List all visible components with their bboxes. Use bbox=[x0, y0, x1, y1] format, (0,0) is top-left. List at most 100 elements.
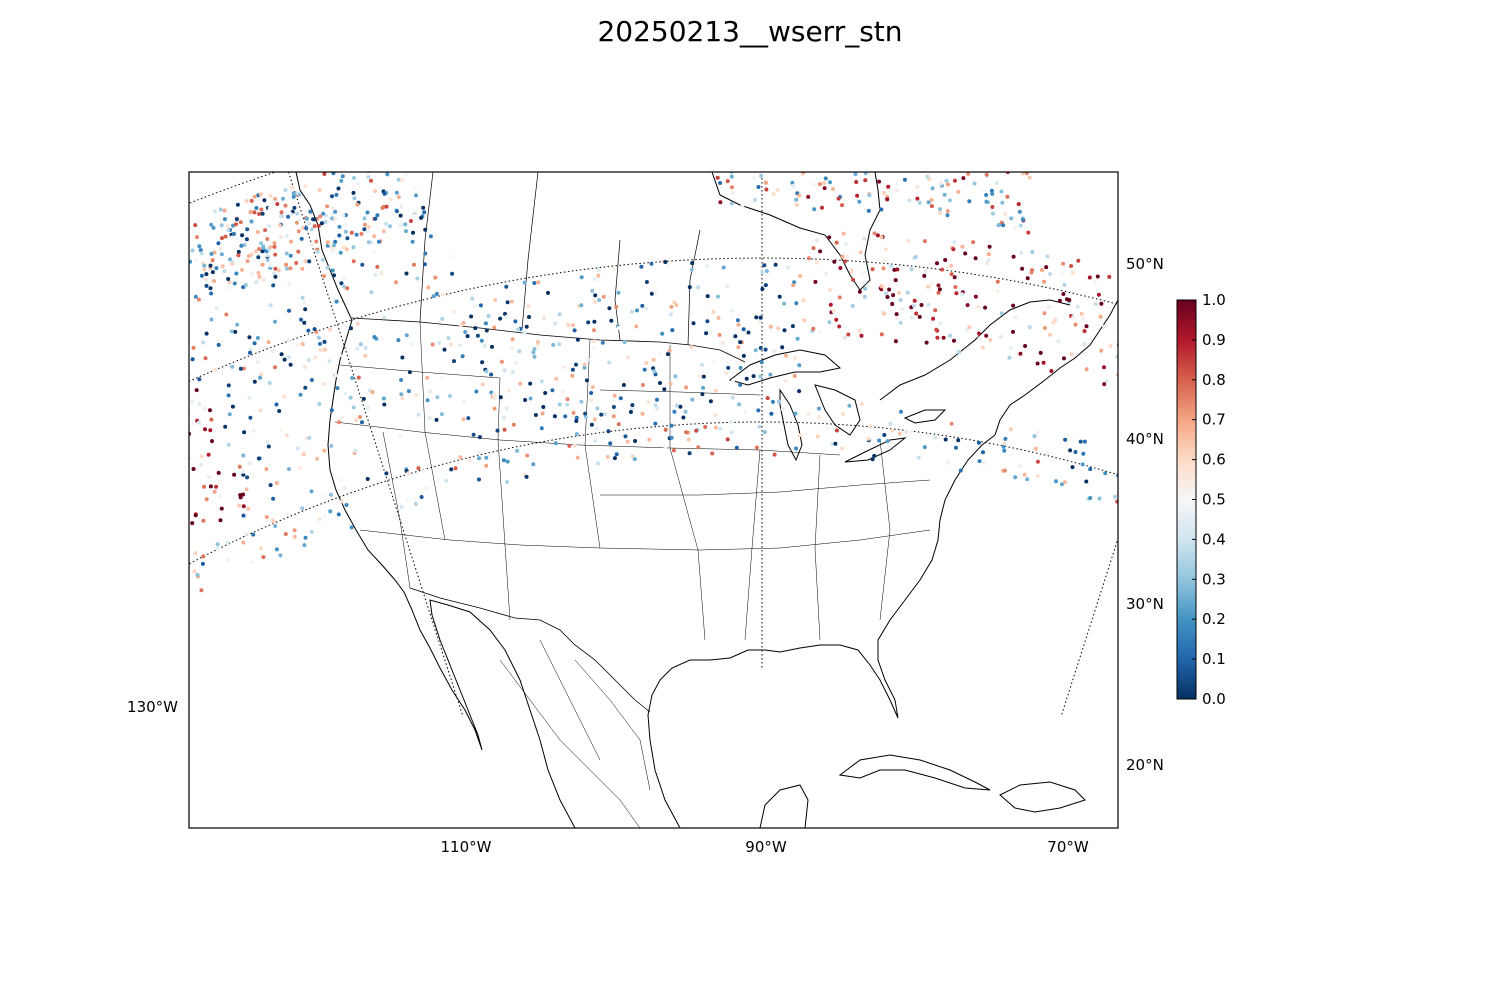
station-point bbox=[994, 106, 998, 110]
station-point bbox=[741, 327, 746, 332]
station-point bbox=[1134, 299, 1138, 303]
station-point bbox=[227, 412, 232, 417]
station-point bbox=[1010, 35, 1014, 39]
station-point bbox=[881, 266, 886, 271]
station-point bbox=[322, 274, 327, 279]
station-point bbox=[623, 80, 627, 84]
station-point bbox=[705, 106, 709, 110]
station-point bbox=[339, 477, 344, 482]
station-point bbox=[905, 290, 910, 295]
station-point bbox=[845, 168, 849, 172]
station-point bbox=[831, 142, 835, 146]
station-point bbox=[854, 180, 859, 184]
station-point bbox=[965, 82, 969, 86]
station-point bbox=[1087, 275, 1092, 280]
station-point bbox=[802, 69, 806, 73]
station-point bbox=[1146, 366, 1150, 370]
station-point bbox=[635, 308, 639, 313]
station-point bbox=[763, 283, 768, 288]
station-point bbox=[272, 241, 277, 246]
station-point bbox=[850, 304, 855, 308]
station-point bbox=[597, 100, 601, 104]
station-point bbox=[257, 274, 262, 279]
station-point bbox=[120, 355, 124, 359]
station-point bbox=[1004, 80, 1008, 84]
station-point bbox=[938, 100, 942, 104]
station-point bbox=[499, 359, 504, 364]
station-point bbox=[820, 112, 824, 116]
station-point bbox=[138, 558, 142, 562]
station-point bbox=[596, 461, 601, 466]
station-point bbox=[611, 414, 616, 419]
station-point bbox=[574, 419, 579, 423]
station-point bbox=[762, 430, 767, 434]
station-point bbox=[849, 128, 853, 132]
station-point bbox=[742, 155, 746, 159]
station-point bbox=[763, 347, 768, 352]
station-point bbox=[77, 463, 81, 467]
station-point bbox=[279, 210, 284, 215]
station-point bbox=[691, 57, 695, 61]
station-point bbox=[68, 428, 72, 432]
station-point bbox=[958, 23, 962, 27]
station-point bbox=[960, 66, 964, 70]
station-point bbox=[583, 411, 588, 416]
station-point bbox=[1143, 354, 1147, 358]
station-point bbox=[263, 228, 268, 233]
station-point bbox=[579, 95, 583, 99]
station-point bbox=[895, 181, 900, 186]
station-point bbox=[667, 348, 672, 353]
station-point bbox=[62, 414, 66, 418]
station-point bbox=[404, 166, 408, 170]
station-point bbox=[942, 34, 946, 38]
station-point bbox=[647, 437, 652, 442]
station-point bbox=[202, 263, 207, 268]
station-point bbox=[724, 371, 729, 376]
station-point bbox=[310, 242, 314, 247]
station-point bbox=[848, 148, 852, 152]
station-point bbox=[958, 37, 962, 41]
station-point bbox=[405, 497, 410, 502]
station-point bbox=[130, 539, 134, 543]
station-point bbox=[720, 340, 725, 345]
station-point bbox=[691, 113, 695, 117]
station-point bbox=[213, 209, 217, 214]
station-point bbox=[713, 413, 718, 418]
station-point bbox=[1035, 459, 1040, 464]
station-point bbox=[962, 36, 966, 40]
station-point bbox=[942, 192, 947, 197]
station-point bbox=[240, 267, 245, 272]
station-point bbox=[136, 356, 140, 360]
station-point bbox=[806, 411, 811, 416]
station-point bbox=[683, 47, 687, 51]
station-point bbox=[241, 492, 246, 497]
station-point bbox=[303, 259, 308, 264]
station-point bbox=[647, 109, 651, 113]
station-point bbox=[522, 330, 527, 335]
station-point bbox=[167, 570, 171, 574]
station-point bbox=[937, 123, 941, 127]
station-point bbox=[565, 397, 570, 402]
station-point bbox=[539, 117, 543, 121]
station-point bbox=[585, 110, 589, 114]
station-point bbox=[1000, 71, 1004, 75]
station-point bbox=[208, 484, 213, 489]
station-point bbox=[966, 128, 970, 132]
station-point bbox=[993, 127, 997, 131]
station-point bbox=[938, 211, 943, 216]
station-point bbox=[607, 360, 612, 365]
station-point bbox=[791, 183, 796, 188]
station-point bbox=[662, 126, 666, 130]
station-point bbox=[680, 86, 684, 90]
station-point bbox=[949, 272, 954, 277]
station-point bbox=[777, 68, 781, 72]
station-point bbox=[222, 217, 227, 222]
station-point bbox=[964, 88, 968, 92]
station-point bbox=[779, 120, 783, 124]
station-point bbox=[206, 452, 211, 457]
station-point bbox=[352, 196, 357, 201]
station-point bbox=[947, 39, 951, 43]
station-point bbox=[653, 372, 658, 377]
station-point bbox=[169, 552, 173, 556]
station-point bbox=[1042, 326, 1047, 330]
